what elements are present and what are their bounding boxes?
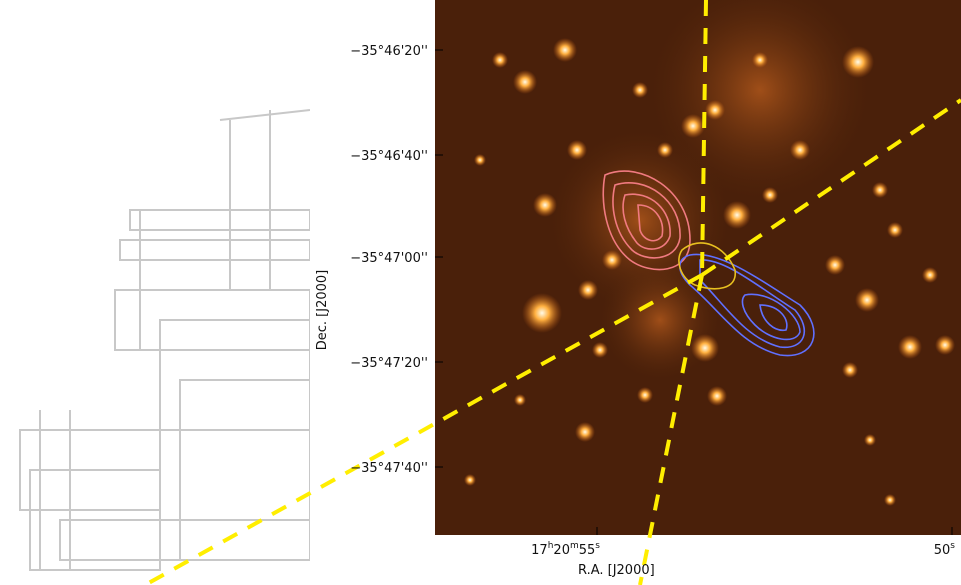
star [637,387,653,403]
star [707,386,727,406]
star [602,250,622,270]
star [592,342,608,358]
tick-unit: m [570,541,579,551]
star [855,288,879,312]
star [567,140,587,160]
star [864,434,876,446]
background-line-art [20,110,310,570]
star [842,362,858,378]
tick-unit: s [595,541,600,551]
sky-image [435,0,961,535]
star [922,267,938,283]
star [825,255,845,275]
star [474,154,486,166]
star [842,46,874,78]
tick-number: 55 [579,543,596,558]
star [533,193,557,217]
star [657,142,673,158]
star [578,280,598,300]
page: {"figure": { "y_axis": {"title": "Dec. [… [0,0,961,585]
y-tick-label: −35°47'40'' [350,461,428,476]
star [513,70,537,94]
star [522,293,562,333]
y-tick-label: −35°46'20'' [350,44,428,59]
star [464,474,476,486]
star [705,100,725,120]
y-axis-title: Dec. [J2000] [315,270,330,350]
tick-unit: s [950,541,955,551]
body: −35°46'20'' −35°46'40'' −35°47'00'' −35°47'… [0,0,961,585]
star [632,82,648,98]
tick-number: 20 [553,543,570,558]
star [514,394,526,406]
tick-number: 17 [531,543,548,558]
x-tick-label: 17h20m55s [531,541,600,558]
star [723,201,751,229]
star [898,335,922,359]
y-tick-label: −35°47'00'' [350,251,428,266]
star [887,222,903,238]
x-axis-title: R.A. [J2000] [578,563,655,578]
star [575,422,595,442]
star [935,335,955,355]
star [790,140,810,160]
star [872,182,888,198]
star [691,334,719,362]
screenshot: −35°46'20'' −35°46'40'' −35°47'00'' −35°47'… [0,0,961,585]
star [884,494,896,506]
star [752,52,768,68]
star [762,187,778,203]
y-tick-label: −35°47'20'' [350,356,428,371]
tick-number: 50 [934,543,951,558]
y-tick-label: −35°46'40'' [350,149,428,164]
star [553,38,577,62]
star [681,114,705,138]
star [492,52,508,68]
